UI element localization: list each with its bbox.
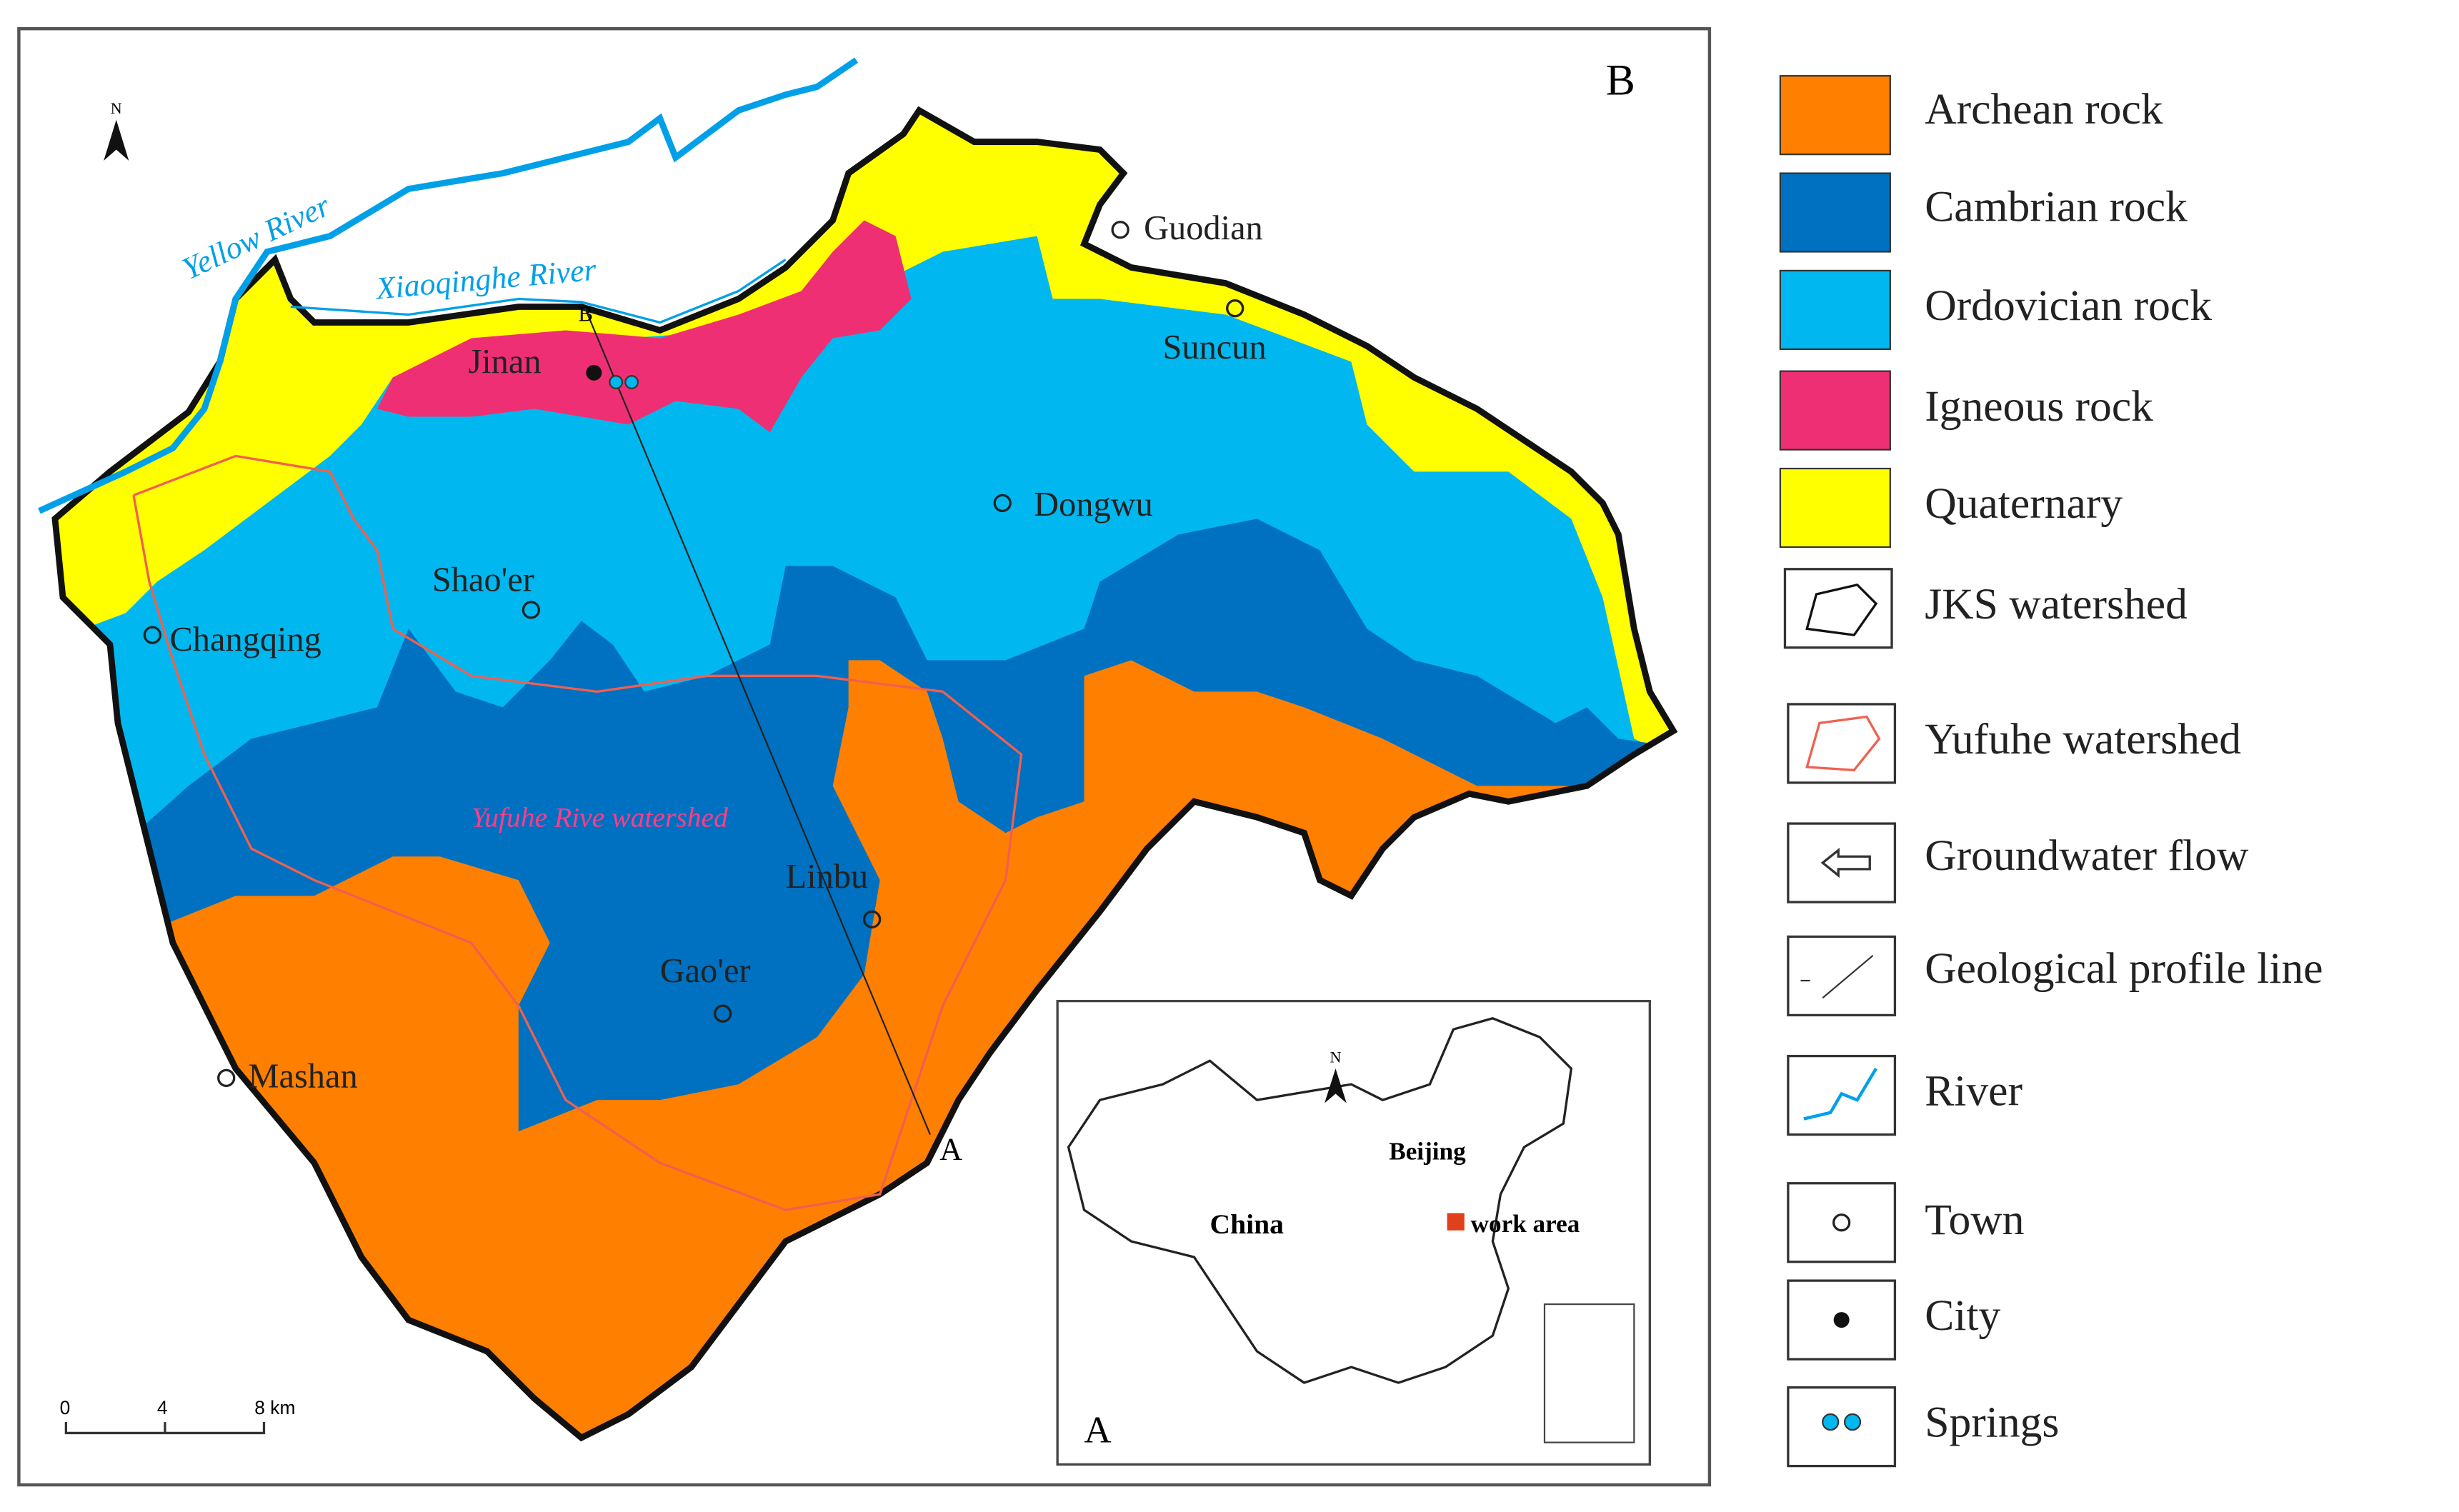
inset-label: China (1210, 1208, 1285, 1240)
town-label: Dongwu (1034, 486, 1153, 524)
town-label: Jinan (468, 343, 541, 381)
watershed-label: Yufuhe Rive watershed (472, 801, 728, 833)
town-label: Mashan (248, 1058, 357, 1096)
inset-map: A N Beijing China work area (1056, 999, 1651, 1466)
town-label: Linbu (786, 858, 869, 896)
scale-bar: 0 4 8 km (60, 1397, 295, 1435)
town-markers (143, 221, 1245, 1088)
north-label: N (1330, 1048, 1342, 1066)
profile-label: A (939, 1132, 962, 1167)
legend-label: Igneous rock (1925, 382, 2153, 431)
inset-label: work area (1471, 1210, 1580, 1238)
legend-label: JKS watershed (1925, 580, 2188, 629)
legend-label: Springs (1925, 1398, 2059, 1447)
scale-label: 0 (60, 1397, 71, 1418)
jks-watershed-boundary (51, 106, 1678, 1442)
legend-label: Groundwater flow (1925, 831, 2249, 880)
legend-label: City (1925, 1291, 2000, 1340)
town-label: Gao'er (660, 952, 751, 990)
city-marker (586, 364, 602, 381)
town-label: Suncun (1163, 329, 1267, 366)
legend-label: Geological profile line (1925, 944, 2323, 993)
town-label: Guodian (1144, 209, 1263, 247)
yellow-river-line (38, 57, 859, 514)
legend-label: Ordovician rock (1925, 281, 2212, 330)
legend-label: Archean rock (1925, 85, 2163, 134)
scale-label: 4 (157, 1397, 168, 1418)
north-arrow (104, 119, 129, 161)
profile-line (584, 306, 932, 1135)
legend-label: Quaternary (1925, 479, 2123, 528)
north-label: N (111, 99, 122, 117)
inset-panel-label: A (1084, 1410, 1112, 1451)
town-label: Changqing (170, 621, 321, 659)
yufuhe-watershed-boundary (132, 454, 1023, 1211)
town-label: Shao'er (432, 561, 534, 599)
legend-label: Yufuhe watershed (1925, 715, 2241, 763)
legend-label: River (1925, 1067, 2022, 1116)
igneous-area (376, 220, 912, 433)
scale-label: 8 km (254, 1397, 295, 1418)
panel-label: B (1606, 56, 1635, 105)
legend: Archean rock Cambrian rock Ordovician ro… (1779, 75, 2323, 1468)
inset-label: Beijing (1389, 1138, 1466, 1166)
legend-label: Cambrian rock (1925, 182, 2188, 231)
xiaoqinghe-river-line (290, 259, 787, 324)
legend-label: Town (1925, 1196, 2024, 1244)
profile-label: B (578, 301, 593, 326)
springs-marker (609, 375, 639, 389)
